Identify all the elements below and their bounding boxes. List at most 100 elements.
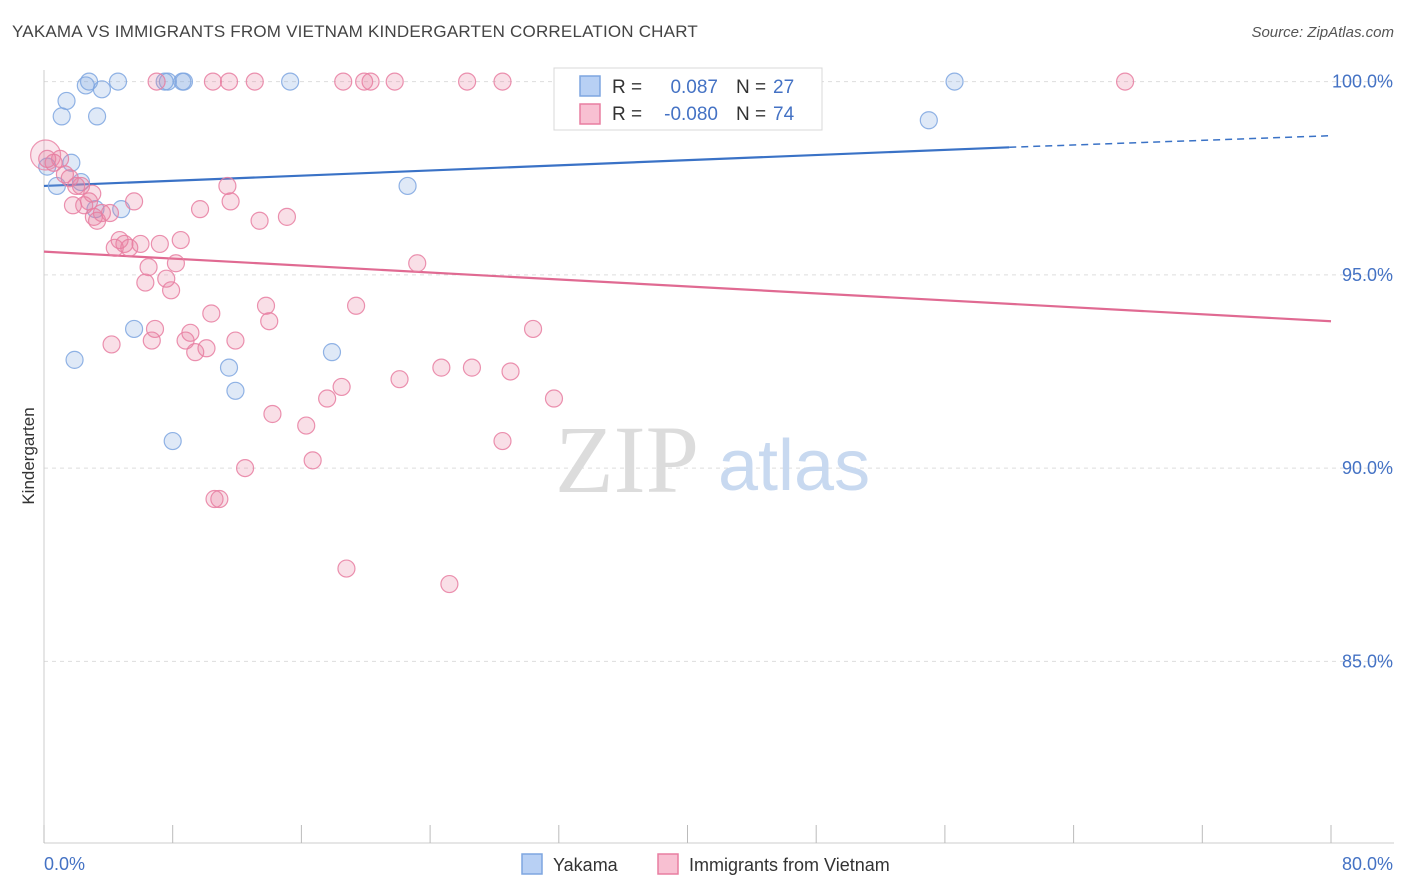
point-1-71 [102, 335, 121, 354]
series-1-points [38, 72, 1135, 594]
trend-lines [43, 134, 1332, 323]
point-0-25 [945, 72, 964, 91]
point-1-5 [67, 176, 86, 196]
point-1-18 [131, 234, 150, 254]
point-1-66 [493, 72, 512, 91]
point-1-51 [408, 254, 427, 273]
y-tick-label-0: 100.0% [1332, 72, 1393, 92]
point-0-8 [87, 107, 107, 126]
point-1-33 [205, 489, 224, 509]
point-1-36 [221, 192, 240, 211]
legend-n-value-vietnam: 74 [773, 104, 795, 125]
point-1-28 [181, 323, 200, 342]
point-0-10 [108, 72, 128, 91]
point-1-63 [355, 72, 374, 91]
legend-r-label-2: R = [612, 104, 642, 125]
legend-box: R = 0.087 N = 27 R = -0.080 N = 74 [553, 67, 823, 131]
bottom-legend-yakama: Yakama [553, 855, 619, 875]
point-1-59 [203, 72, 223, 91]
point-1-58 [544, 389, 564, 408]
point-1-42 [263, 404, 282, 424]
legend-r-value-yakama: 0.087 [670, 77, 718, 98]
y-tick-label-2: 90.0% [1342, 458, 1393, 478]
legend-swatch-vietnam [579, 103, 601, 125]
bottom-legend-vietnam: Immigrants from Vietnam [689, 855, 890, 875]
y-axis-label: Kindergarten [19, 407, 38, 504]
point-1-41 [260, 312, 279, 331]
y-tick-label-3: 85.0% [1342, 651, 1393, 671]
point-1-73 [63, 196, 83, 215]
legend-swatch-yakama [579, 75, 601, 97]
trend-line-0 [43, 146, 1010, 188]
grid-lines [44, 81, 1394, 662]
point-1-40 [256, 296, 276, 315]
point-0-12 [124, 319, 144, 339]
point-0-23 [65, 350, 84, 369]
point-1-57 [523, 319, 543, 339]
point-1-44 [297, 416, 316, 435]
point-1-72 [385, 72, 404, 91]
point-1-48 [337, 559, 356, 578]
point-1-67 [1115, 72, 1135, 91]
bottom-legend-swatch-vietnam [657, 853, 679, 875]
point-0-21 [398, 176, 417, 196]
point-1-56 [501, 362, 520, 381]
point-1-35 [218, 176, 237, 196]
trend-line-dashed-0 [1009, 134, 1332, 149]
point-1-45 [303, 451, 322, 470]
watermark: ZIP atlas [555, 406, 870, 513]
point-1-30 [190, 200, 210, 219]
point-1-60 [219, 72, 239, 91]
trend-line-1 [43, 250, 1332, 323]
point-1-23 [157, 269, 176, 288]
point-1-37 [226, 331, 245, 350]
point-1-22 [150, 234, 169, 254]
point-1-64 [361, 72, 380, 91]
point-1-32 [202, 304, 221, 323]
point-1-20 [139, 258, 158, 277]
point-1-62 [334, 72, 353, 91]
point-1-26 [171, 230, 190, 250]
point-1-16 [120, 238, 139, 257]
legend-r-label-1: R = [612, 77, 642, 98]
point-1-21 [145, 319, 165, 339]
point-0-24 [919, 111, 938, 130]
watermark-atlas: atlas [718, 426, 870, 506]
legend-n-label-2: N = [736, 104, 766, 125]
axes [43, 70, 1394, 844]
chart-source: Source: ZipAtlas.com [1251, 24, 1394, 41]
point-0-17 [219, 358, 239, 377]
point-1-29 [186, 343, 205, 362]
point-1-19 [136, 273, 155, 292]
point-0-3 [57, 91, 76, 111]
point-1-38 [235, 458, 255, 478]
point-0-20 [322, 343, 342, 362]
legend-n-label-1: N = [736, 77, 766, 98]
point-0-16 [174, 72, 194, 91]
point-1-43 [277, 207, 297, 226]
point-1-24 [161, 281, 181, 300]
point-0-2 [52, 107, 71, 126]
point-1-49 [346, 296, 366, 315]
point-1-34 [210, 489, 229, 509]
bottom-legend-swatch-yakama [521, 853, 543, 875]
point-cluster-large [30, 139, 62, 171]
point-1-68 [147, 72, 166, 91]
point-1-47 [332, 377, 351, 397]
point-1-65 [458, 72, 477, 91]
watermark-zip: ZIP [555, 406, 699, 513]
point-1-31 [197, 339, 216, 358]
legend-r-value-vietnam: -0.080 [664, 104, 718, 125]
legend-n-value-yakama: 27 [773, 77, 794, 98]
point-1-70 [142, 331, 161, 350]
point-1-61 [245, 72, 264, 91]
y-tick-labels: 100.0% 95.0% 90.0% 85.0% [1332, 72, 1393, 672]
point-0-22 [163, 431, 182, 451]
bottom-legend: Yakama Immigrants from Vietnam [521, 853, 890, 875]
point-0-19 [281, 72, 300, 91]
x-tick-label-left: 0.0% [44, 854, 85, 874]
point-0-9 [92, 80, 112, 99]
point-1-54 [462, 358, 482, 377]
y-tick-label-1: 95.0% [1342, 265, 1393, 285]
